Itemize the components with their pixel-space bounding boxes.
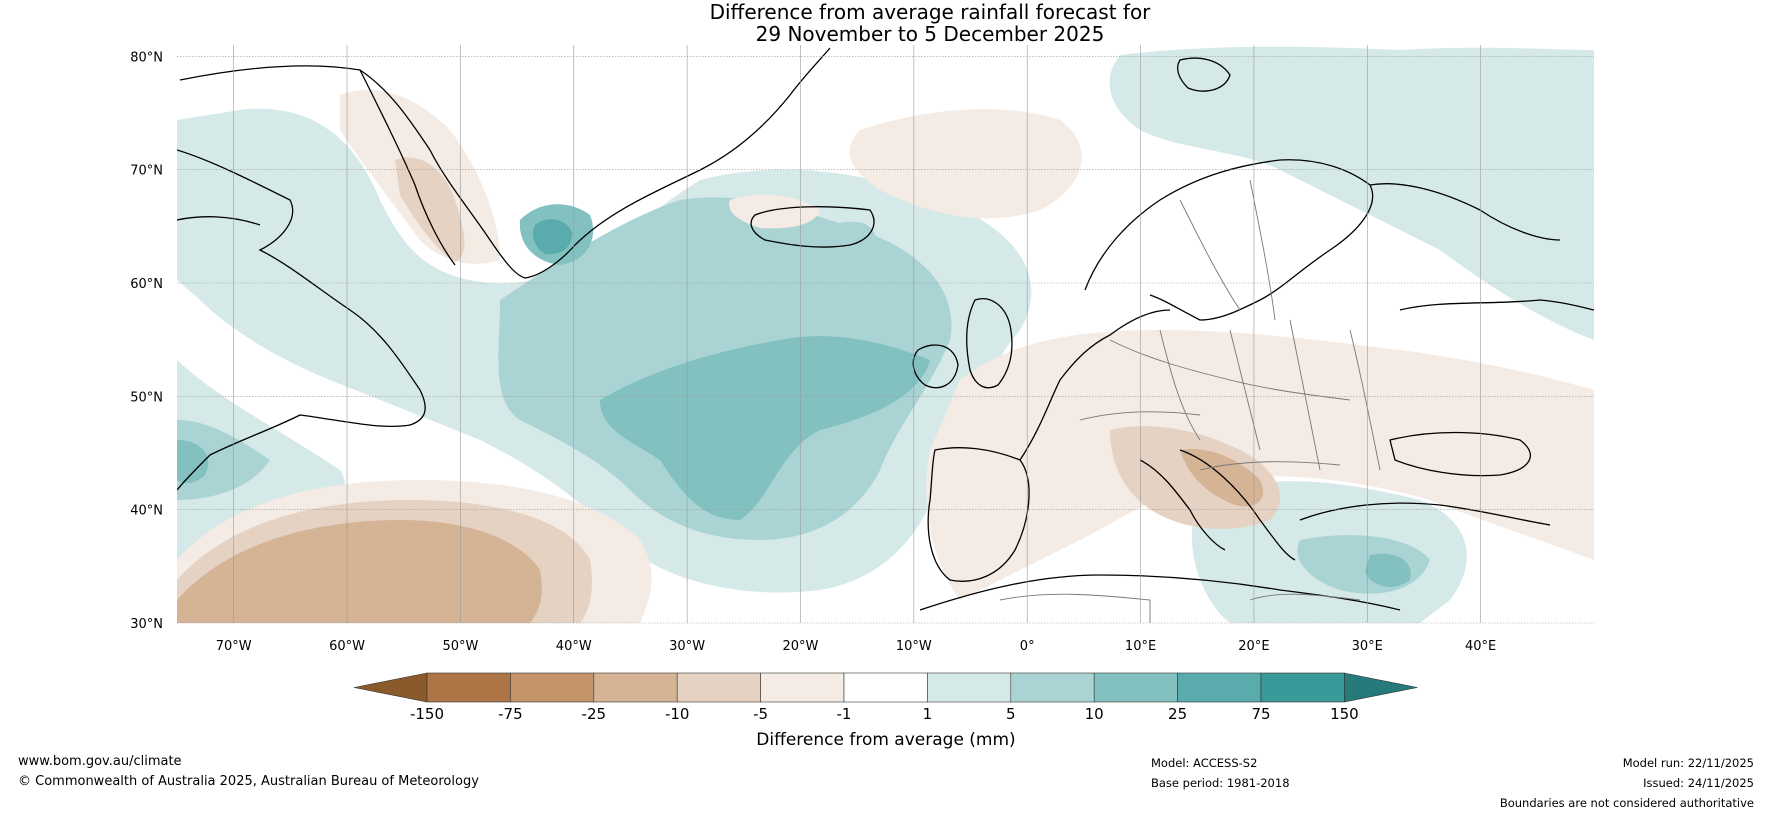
- coastline-iceland: [750, 206, 875, 248]
- border-line-1: [1109, 339, 1351, 401]
- lon-label: 10°E: [1125, 639, 1156, 654]
- coastline-europe-west: [1019, 309, 1171, 461]
- colorbar-segment: [510, 672, 595, 703]
- colorbar-tick-label: 150: [1330, 705, 1359, 723]
- lon-label: 30°W: [669, 639, 705, 654]
- colorbar-segment: [1093, 672, 1178, 703]
- wet-region-iceland: [818, 221, 876, 260]
- dry-region-greenland-core: [395, 157, 465, 262]
- colorbar-segment: [843, 672, 928, 703]
- graticule: [177, 45, 1594, 624]
- coastline-turkey: [1299, 502, 1551, 526]
- colorbar-segment: [426, 672, 511, 703]
- coastline-svalbard: [1177, 57, 1231, 92]
- colorbar: -150 -75 -25 -10 -5 -1 1 5 10 25 75 150: [353, 672, 1418, 723]
- colorbar-segment: [1260, 672, 1345, 703]
- coastline-scandinavia-arctic: [1369, 183, 1561, 241]
- border-line-3: [1229, 329, 1261, 451]
- wet-region-arctic: [1109, 46, 1594, 340]
- colorbar-tick-label: -5: [753, 705, 768, 723]
- footer-disclaimer: Boundaries are not considered authoritat…: [1499, 796, 1754, 810]
- latitude-labels: 80°N 70°N 60°N 50°N 40°N 30°N: [130, 50, 163, 632]
- footer-model-run: Model run: 22/11/2025: [1622, 756, 1754, 770]
- border-line-6: [1079, 411, 1201, 421]
- lon-label: 60°W: [329, 639, 365, 654]
- coastline-british-isles: [966, 298, 1013, 389]
- border-line-11: [1249, 593, 1361, 601]
- wet-region-nova-scotia: [177, 440, 209, 484]
- dry-region-arctic: [849, 109, 1082, 219]
- lon-label: 70°W: [216, 639, 252, 654]
- coastline-black-sea: [1389, 431, 1532, 477]
- footer-website: www.bom.gov.au/climate: [18, 754, 182, 769]
- coastline-arctic-russia: [1399, 299, 1594, 311]
- border-line-7: [1199, 461, 1341, 471]
- colorbar-segment: [1177, 672, 1262, 703]
- lon-label: 20°W: [783, 639, 819, 654]
- lat-label: 30°N: [130, 617, 163, 632]
- footer-base-period: Base period: 1981-2018: [1151, 776, 1290, 790]
- footer-copyright: © Commonwealth of Australia 2025, Austra…: [18, 774, 479, 789]
- colorbar-tick-label: -10: [665, 705, 690, 723]
- lon-label: 0°: [1020, 639, 1035, 654]
- wet-region-peak: [533, 219, 573, 255]
- wet-region-center: [600, 336, 930, 520]
- lon-label: 20°E: [1238, 639, 1269, 654]
- colorbar-arrow-left: [353, 672, 428, 703]
- colorbar-tick-label: -150: [410, 705, 444, 723]
- anomaly-field: [177, 46, 1594, 623]
- colorbar-tick-label: -1: [837, 705, 852, 723]
- border-line-9: [1249, 179, 1276, 321]
- country-borders: [999, 179, 1381, 623]
- colorbar-tick-label: -25: [582, 705, 607, 723]
- colorbar-segment: [927, 672, 1012, 703]
- footer-issued: Issued: 24/11/2025: [1643, 776, 1754, 790]
- dry-region-subtropical-core: [177, 520, 542, 623]
- lat-label: 40°N: [130, 504, 163, 519]
- colorbar-segment: [760, 672, 845, 703]
- lat-label: 70°N: [130, 164, 163, 179]
- lat-label: 80°N: [130, 50, 163, 65]
- coastline-scandinavia: [1084, 159, 1374, 321]
- colorbar-arrow-right: [1344, 672, 1418, 703]
- colorbar-tick-label: 25: [1168, 705, 1187, 723]
- lat-label: 50°N: [130, 390, 163, 405]
- lon-label: 30°E: [1352, 639, 1383, 654]
- coastline-iberia: [927, 447, 1030, 582]
- colorbar-segment: [676, 672, 761, 703]
- lon-label: 50°W: [442, 639, 478, 654]
- colorbar-segment: [1010, 672, 1095, 703]
- dry-region-adriatic: [1180, 449, 1264, 507]
- lon-label: 40°E: [1465, 639, 1496, 654]
- coastline-greenland-west: [359, 69, 456, 266]
- colorbar-label: Difference from average (mm): [756, 730, 1015, 750]
- lat-label: 60°N: [130, 277, 163, 292]
- colorbar-tick-label: -75: [498, 705, 523, 723]
- colorbar-tick-label: 5: [1006, 705, 1016, 723]
- title-line-2: 29 November to 5 December 2025: [755, 22, 1105, 46]
- colorbar-tick-label: 75: [1251, 705, 1270, 723]
- longitude-labels: 70°W 60°W 50°W 40°W 30°W 20°W 10°W 0° 10°E 20°E 30…: [216, 639, 1497, 654]
- lon-label: 40°W: [556, 639, 592, 654]
- border-line-10: [999, 593, 1151, 623]
- border-line-2: [1159, 329, 1201, 441]
- lon-label: 10°W: [896, 639, 932, 654]
- border-line-8: [1179, 199, 1241, 311]
- coastline-canada-north: [177, 216, 261, 226]
- coastline-canada: [177, 149, 426, 491]
- border-line-4: [1289, 319, 1321, 471]
- title-line-1: Difference from average rainfall forecas…: [709, 0, 1151, 24]
- colorbar-tick-label: 1: [923, 705, 933, 723]
- colorbar-tick-label: 10: [1085, 705, 1104, 723]
- wet-region-labrador: [177, 420, 270, 500]
- footer-model: Model: ACCESS-S2: [1151, 756, 1258, 770]
- wet-region-cyprus: [1365, 553, 1411, 587]
- coastline-balkans: [1179, 449, 1296, 561]
- colorbar-segment: [593, 672, 678, 703]
- coastline-italy: [1139, 459, 1226, 551]
